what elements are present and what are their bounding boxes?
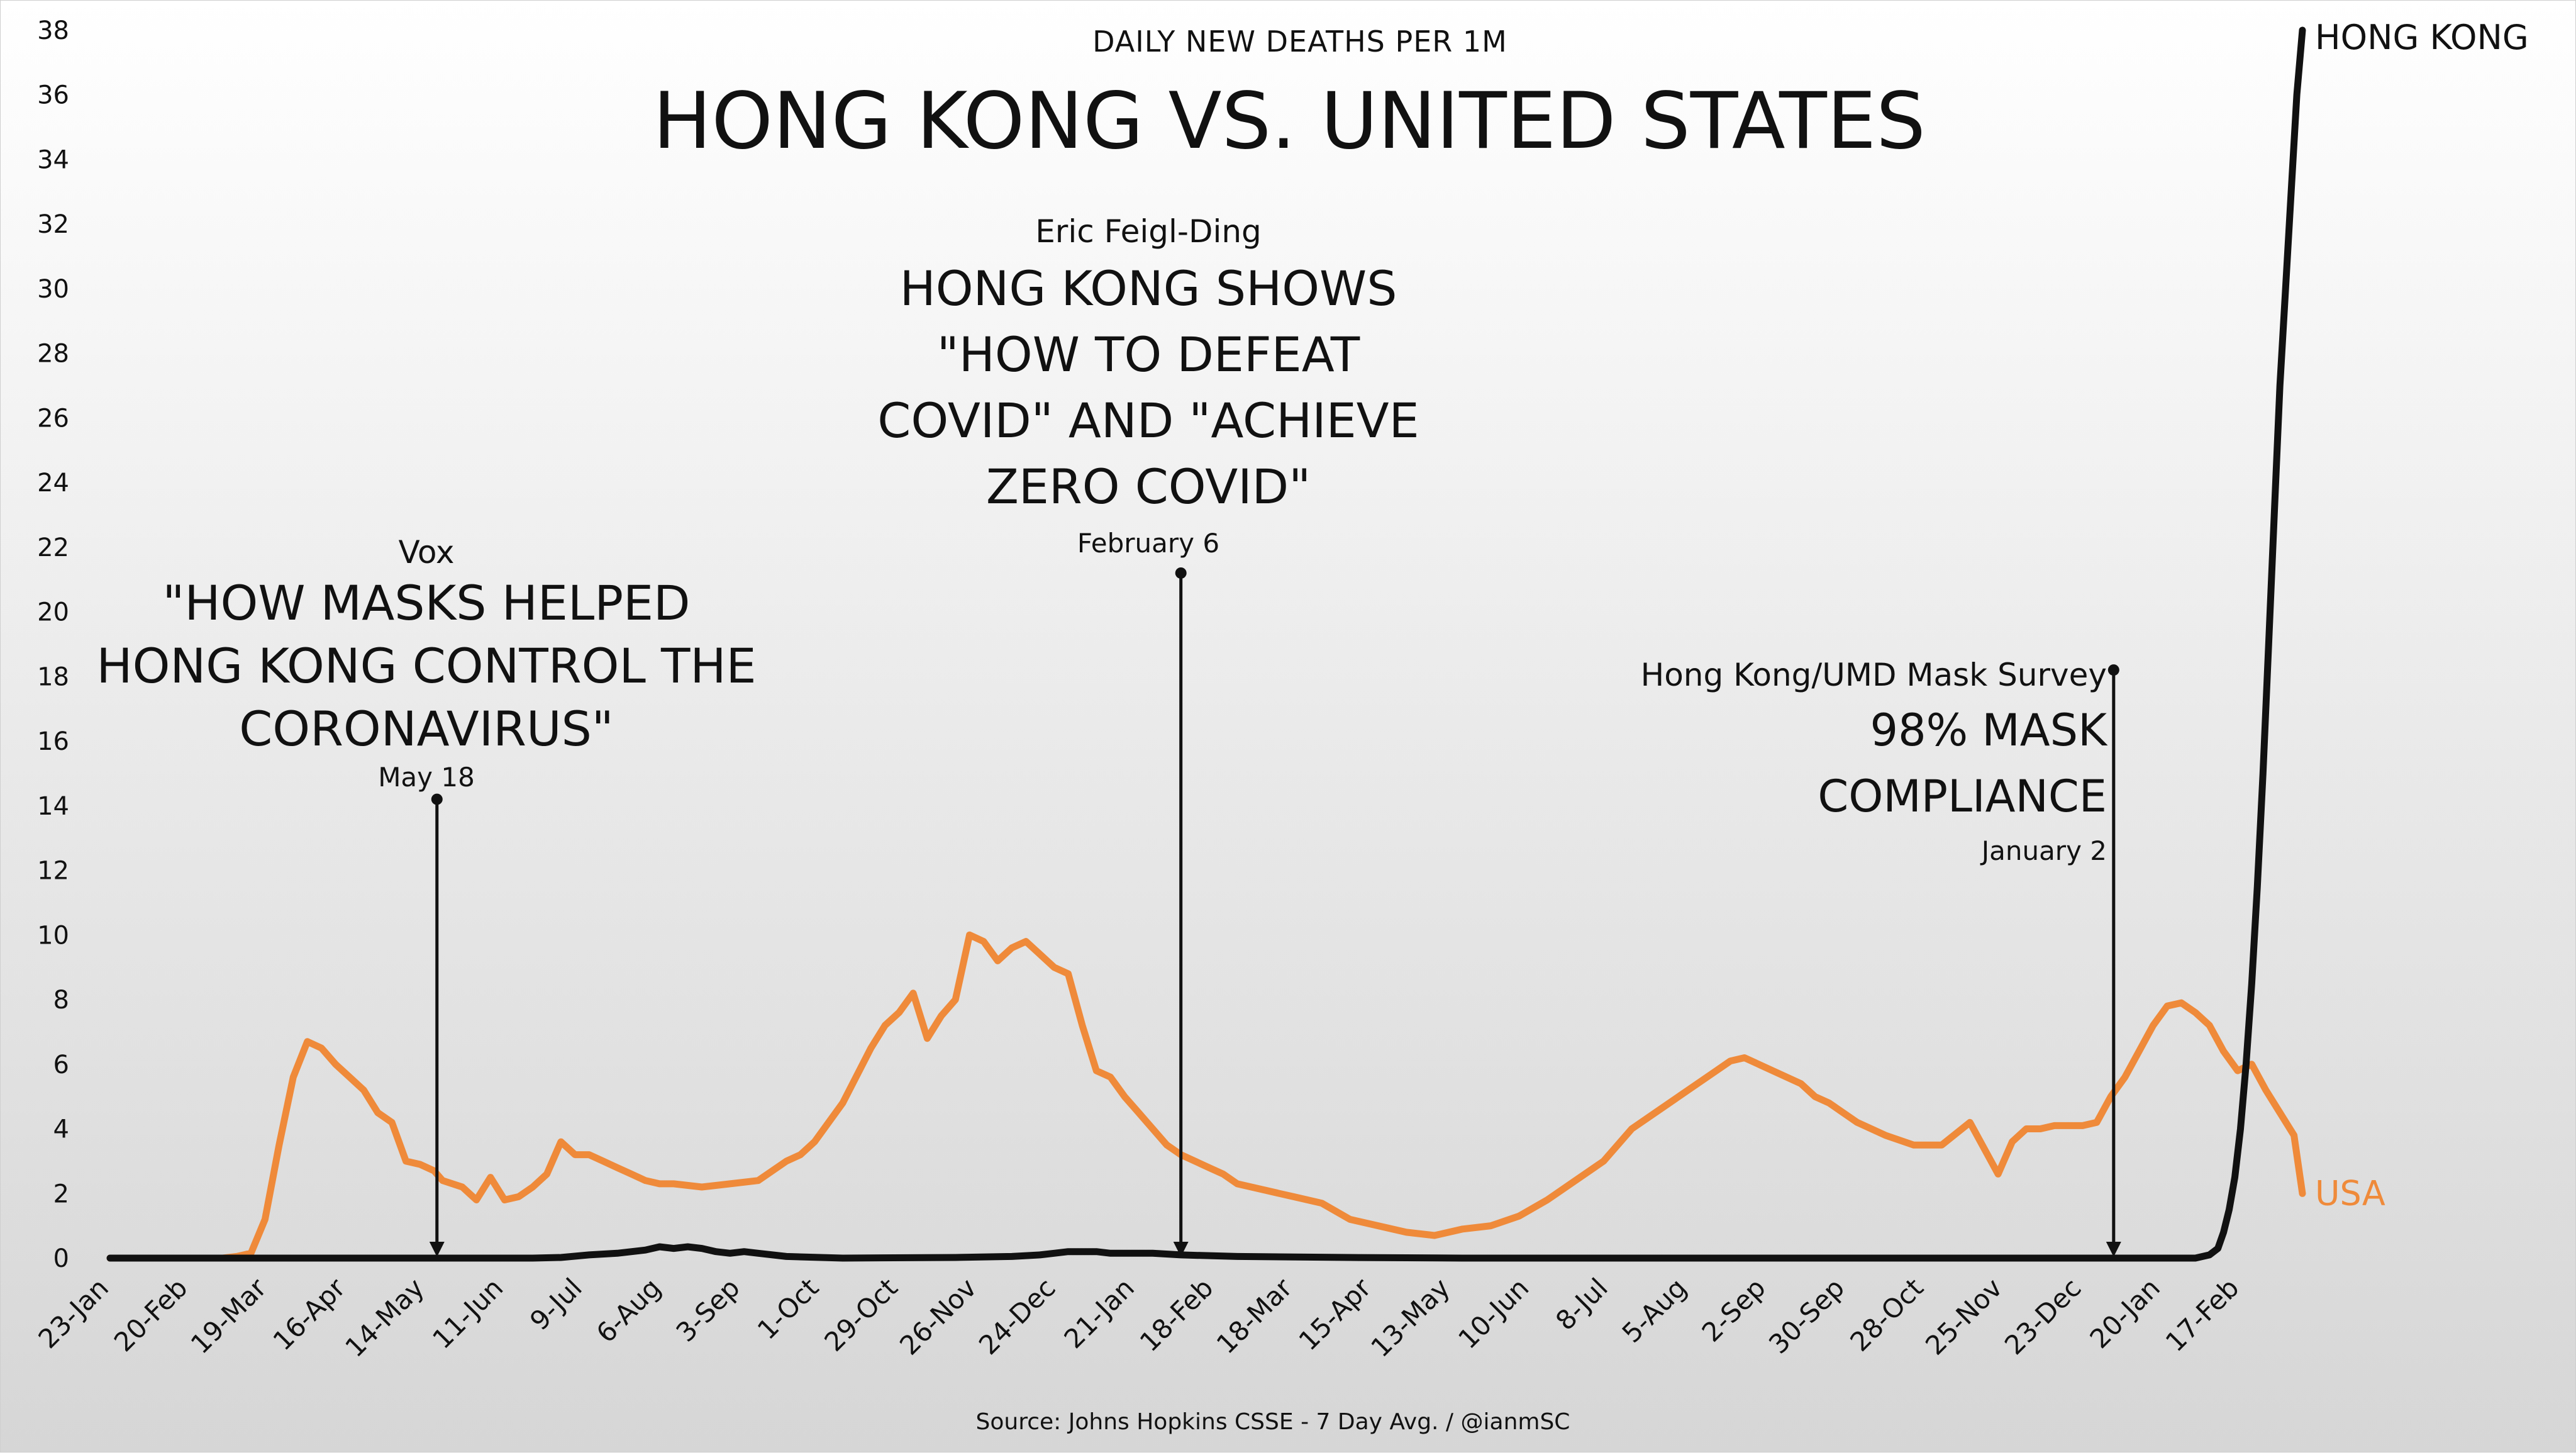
annotation-date: February 6 [1077,528,1219,559]
annotation-date: January 2 [1980,835,2107,866]
annotation-headline: HONG KONG SHOWS [900,260,1397,316]
x-tick-label: 23-Jan [32,1272,114,1354]
x-tick-label: 25-Nov [1919,1272,2008,1361]
x-tick-label: 30-Sep [1763,1272,1850,1359]
x-tick-label: 16-Apr [267,1272,352,1356]
y-tick-label: 38 [37,16,69,45]
annotation-arrowhead [2106,1242,2121,1257]
annotation-arrowhead [429,1242,445,1257]
x-tick-label: 14-May [339,1272,430,1363]
series-label-usa: USA [2315,1173,2385,1213]
x-tick-label: 24-Dec [973,1272,1062,1361]
y-tick-label: 10 [37,921,69,950]
annotation: Vox "HOW MASKS HELPED HONG KONG CONTROL TH… [96,534,757,1257]
x-tick-label: 2-Sep [1696,1272,1772,1347]
x-tick-label: 21-Jan [1058,1272,1140,1354]
y-tick-label: 22 [37,533,69,562]
annotation-source: Hong Kong/UMD Mask Survey [1641,657,2107,693]
annotation: Hong Kong/UMD Mask Survey 98% MASK COMPLIA… [1641,657,2121,1257]
annotation-headline: "HOW TO DEFEAT [937,326,1360,382]
y-tick-label: 16 [37,727,69,756]
x-tick-label: 11-Jun [426,1272,509,1354]
y-tick-label: 34 [37,145,69,174]
x-tick-label: 29-Oct [818,1272,903,1357]
annotation-layer: Vox "HOW MASKS HELPED HONG KONG CONTROL TH… [96,213,2121,1257]
x-tick-label: 26-Nov [894,1272,982,1361]
x-tick-label: 9-Jul [524,1272,588,1336]
y-tick-label: 28 [37,340,69,369]
chart-subtitle: DAILY NEW DEATHS PER 1M [1092,25,1507,59]
y-tick-label: 12 [37,857,69,886]
annotation-pointer-dot [431,793,443,805]
annotation-headline: COMPLIANCE [1818,771,2107,822]
y-tick-label: 30 [37,275,69,304]
series-line-usa [106,931,2306,1262]
annotation-headline: 98% MASK [1870,705,2109,756]
x-tick-label: 20-Feb [108,1272,194,1357]
x-tick-label: 8-Jul [1550,1272,1614,1336]
annotation-headline: "HOW MASKS HELPED [162,575,690,631]
annotation-headline: HONG KONG CONTROL THE [96,638,756,694]
x-tick-label: 19-Mar [185,1272,273,1360]
x-tick-label: 18-Mar [1211,1272,1299,1360]
x-tick-label: 10-Jun [1452,1272,1535,1354]
y-tick-label: 24 [37,469,69,498]
x-tick-label: 6-Aug [591,1272,667,1349]
y-tick-label: 36 [37,81,69,110]
annotation-arrowhead [1173,1242,1189,1257]
y-tick-label: 18 [37,662,69,691]
x-tick-label: 23-Dec [1999,1272,2087,1361]
annotation-source: Eric Feigl-Ding [1035,213,1262,250]
chart-source: Source: Johns Hopkins CSSE - 7 Day Avg. … [976,1409,1570,1435]
y-tick-label: 6 [53,1051,69,1079]
series-label-hong-kong: HONG KONG [2315,18,2529,57]
x-tick-label: 28-Oct [1844,1272,1929,1357]
x-tick-label: 20-Jan [2084,1272,2166,1354]
y-tick-label: 20 [37,598,69,627]
annotation-date: May 18 [378,762,475,793]
annotation-headline: COVID" AND "ACHIEVE [877,393,1419,449]
y-tick-label: 8 [53,986,69,1015]
annotation: Eric Feigl-Ding HONG KONG SHOWS "HOW TO DE… [877,213,1419,1257]
x-tick-label: 18-Feb [1134,1272,1219,1357]
annotation-headline: CORONAVIRUS" [239,701,614,757]
y-tick-label: 32 [37,210,69,239]
annotation-pointer-dot [1175,567,1187,579]
x-tick-label: 17-Feb [2160,1272,2245,1357]
chart-title: HONG KONG VS. UNITED STATES [653,76,1926,167]
annotation-source: Vox [399,534,455,571]
x-tick-label: 15-Apr [1293,1272,1377,1356]
y-tick-label: 4 [53,1115,69,1144]
x-tick-label: 1-Oct [752,1272,824,1345]
y-tick-label: 26 [37,404,69,433]
x-tick-label: 13-May [1365,1272,1456,1363]
annotation-pointer-dot [2107,664,2119,676]
y-tick-label: 14 [37,792,69,821]
y-tick-label: 2 [53,1179,69,1208]
x-tick-label: 5-Aug [1616,1272,1693,1349]
annotation-headline: ZERO COVID" [986,459,1311,515]
y-tick-label: 0 [53,1244,69,1273]
x-tick-label: 3-Sep [670,1272,746,1347]
